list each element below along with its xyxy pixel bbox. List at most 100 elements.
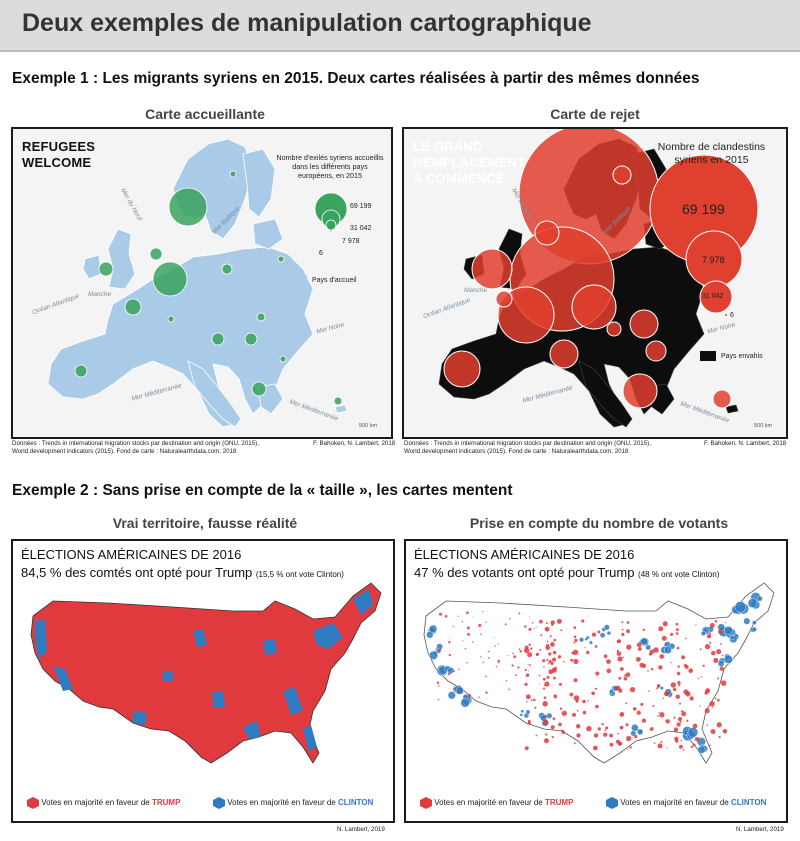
voter-dot-trump xyxy=(528,723,530,725)
voter-dot-trump xyxy=(710,728,716,735)
voter-dot-trump xyxy=(557,655,562,659)
voter-dot-trump xyxy=(518,648,521,650)
stat-value: 84,5 % xyxy=(21,565,62,580)
voter-dot-clinton xyxy=(630,730,637,737)
voter-dot-trump xyxy=(688,668,694,674)
sea-channel: Manche xyxy=(88,291,112,298)
voter-dot-trump xyxy=(561,710,567,716)
voter-dot-trump xyxy=(436,681,440,684)
voter-dot-clinton xyxy=(599,632,606,639)
voter-dot-trump xyxy=(485,621,487,623)
voter-dot-trump xyxy=(594,687,598,690)
legend-value-tiny: 6 xyxy=(730,312,734,319)
voter-dot-trump xyxy=(543,719,549,725)
voter-dot-trump xyxy=(709,622,715,628)
voter-dot-trump xyxy=(629,686,636,693)
source-line-2: World development indicators (2015). Fon… xyxy=(12,448,237,455)
voter-dot-trump xyxy=(528,664,531,667)
source-line-2: World development indicators (2015). Fon… xyxy=(404,448,629,455)
voter-dot-trump xyxy=(533,627,535,629)
voter-dot-trump xyxy=(448,637,450,639)
voter-dot-trump xyxy=(627,748,629,751)
voter-dot-trump xyxy=(683,689,689,695)
legend-name: TRUMP xyxy=(544,798,574,808)
voter-dot-trump xyxy=(438,685,440,687)
voter-dot-trump xyxy=(657,715,660,717)
legend-prefix: Votes en majorité en faveur de xyxy=(227,798,338,808)
voter-dot-trump xyxy=(552,717,556,721)
voter-dot-trump xyxy=(606,659,611,665)
credit-us-left: N. Lambert, 2019 xyxy=(337,826,385,833)
voter-dot-trump xyxy=(677,681,681,685)
voter-dot-trump xyxy=(497,659,501,663)
voter-dot-trump xyxy=(617,639,622,644)
voter-dot-trump xyxy=(551,735,554,739)
legend-value-big: 69 199 xyxy=(682,201,725,217)
voter-dot-trump xyxy=(636,642,642,648)
voter-dot-trump xyxy=(444,614,448,618)
example2-title: Exemple 2 : Sans prise en compte de la «… xyxy=(12,482,513,499)
voter-dot-trump xyxy=(542,677,546,681)
voter-dot-trump xyxy=(538,674,541,677)
voter-dot-trump xyxy=(699,648,702,651)
legend-name: TRUMP xyxy=(151,798,181,808)
voter-dot-trump xyxy=(690,745,693,749)
voter-dot-trump xyxy=(648,690,650,692)
voter-dot-trump xyxy=(550,725,555,730)
source-line-1: Données : Trends in international migrat… xyxy=(12,440,259,447)
voter-dot-trump xyxy=(705,688,711,694)
voter-dot-trump xyxy=(508,617,511,620)
source-right: Données : Trends in international migrat… xyxy=(404,440,651,456)
legend-name: CLINTON xyxy=(730,798,767,808)
label-refugees: REFUGEES WELCOME xyxy=(22,139,95,171)
voter-dot-trump xyxy=(632,707,637,711)
voter-dot-trump xyxy=(591,691,595,696)
voter-dot-trump xyxy=(656,684,661,688)
circle-austria xyxy=(211,332,225,346)
source-line-1: Données : Trends in international migrat… xyxy=(404,440,651,447)
voter-dot-trump xyxy=(697,677,700,680)
voter-dot-trump xyxy=(659,654,665,659)
voter-dot-trump xyxy=(519,650,523,653)
voter-dot-trump xyxy=(448,653,452,657)
voter-dot-trump xyxy=(584,647,586,649)
voter-dot-trump xyxy=(548,659,552,663)
voter-dot-trump xyxy=(457,615,459,617)
map2-right-subtitle: Prise en compte du nombre de votants xyxy=(469,515,729,531)
voter-dot-trump xyxy=(573,641,576,644)
voter-dot-trump xyxy=(618,676,622,680)
voter-dot-trump xyxy=(508,688,511,691)
voter-dot-trump xyxy=(563,661,565,663)
voter-dot-trump xyxy=(545,733,548,736)
voter-dot-trump xyxy=(535,652,540,657)
voter-dot-trump xyxy=(544,681,550,687)
voter-dot-trump xyxy=(571,651,575,655)
voter-dot-trump xyxy=(618,688,623,693)
voter-dot-trump xyxy=(604,729,607,732)
voter-dot-trump xyxy=(609,742,614,747)
circle-poland xyxy=(221,263,233,275)
voter-dot-trump xyxy=(575,723,581,729)
voter-dot-trump xyxy=(461,620,464,623)
voter-dot-trump xyxy=(462,640,464,642)
voter-dot-trump xyxy=(574,638,578,642)
voter-dot-trump xyxy=(718,736,721,739)
voter-dot-trump xyxy=(647,670,649,672)
voter-dot-trump xyxy=(658,711,660,714)
voter-dot-trump xyxy=(437,698,440,701)
hexagon-icon xyxy=(27,797,39,809)
voter-dot-trump xyxy=(530,647,533,650)
voter-dot-trump xyxy=(553,668,556,671)
legend-prefix: Votes en majorité en faveur de xyxy=(620,798,731,808)
circle-sweden xyxy=(168,187,208,227)
voter-dot-trump xyxy=(711,650,716,656)
credit-us-right: N. Lambert, 2019 xyxy=(736,826,784,833)
label-remplacement: LE GRAND REMPLACEMENT A COMMENCÉ xyxy=(413,139,525,187)
scale-bar-label: 500 km xyxy=(359,423,378,429)
voter-dot-trump xyxy=(485,691,488,694)
voter-dot-trump xyxy=(572,649,579,655)
voter-dot-trump xyxy=(559,707,563,710)
voter-dot-trump xyxy=(524,647,530,654)
circle-greece-big xyxy=(622,373,658,409)
voter-dot-trump xyxy=(639,662,645,668)
